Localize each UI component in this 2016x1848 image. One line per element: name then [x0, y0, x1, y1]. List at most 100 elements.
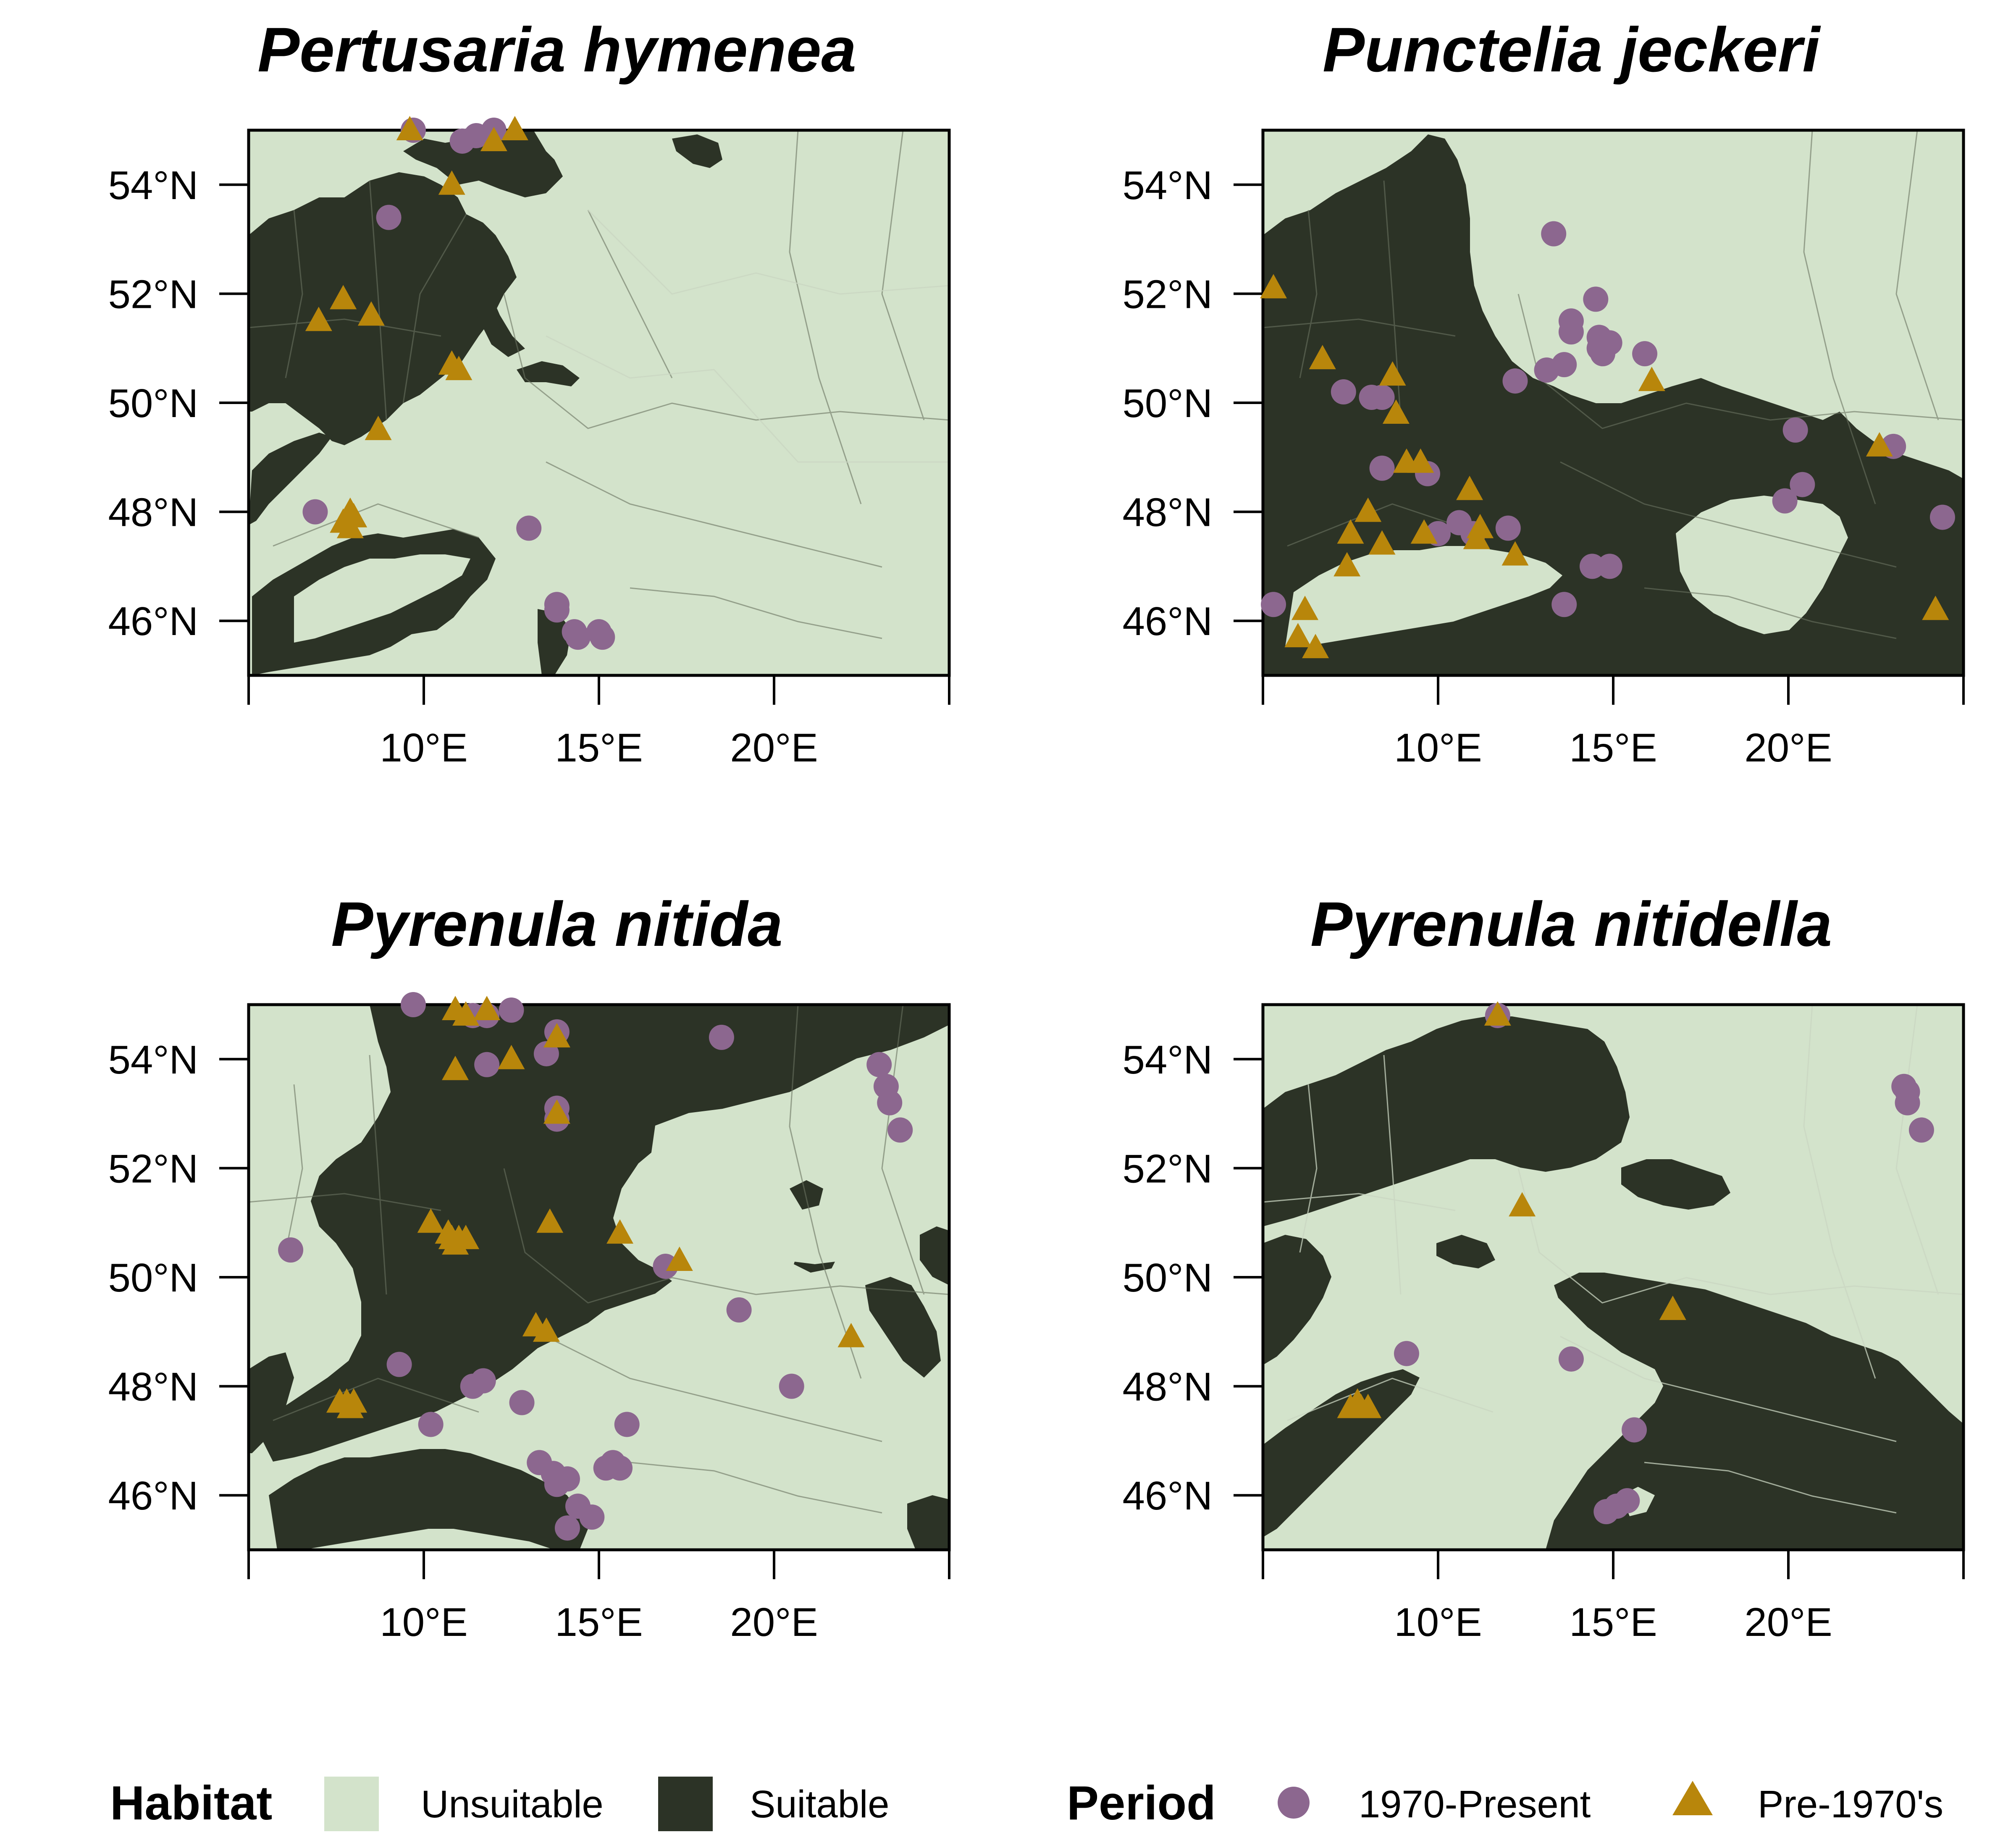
present-occurrence-point — [726, 1297, 752, 1323]
suitable-area — [920, 1226, 949, 1285]
present-occurrence-point — [1597, 554, 1622, 579]
y-tick-label: 48°N — [1123, 490, 1213, 535]
pre1970-occurrence-point — [1292, 596, 1319, 620]
pre1970-occurrence-point — [1502, 541, 1529, 566]
pre1970-occurrence-point — [1456, 475, 1483, 500]
suitable-area — [249, 433, 332, 525]
axis-ticks: 10°E 15°E 20°E 46°N 48°N 50°N 52°N 54°N — [108, 163, 950, 770]
y-tick-label: 50°N — [108, 381, 199, 426]
present-occurrence-point — [1558, 1346, 1584, 1372]
pre1970-occurrence-point — [442, 1230, 469, 1255]
pre1970-occurrence-point — [1638, 367, 1665, 391]
pre1970-occurrence-point — [1484, 1001, 1511, 1026]
present-occurrence-point — [779, 1373, 804, 1399]
pre1970-label: Pre-1970's — [1758, 1783, 1943, 1826]
y-tick-label: 48°N — [108, 1365, 199, 1410]
y-tick-label: 46°N — [108, 1473, 199, 1518]
map-panel-pyrenula-nitidella: Pyrenula nitidella 10°E 15°E 20°E 46°N 48°N 5… — [1123, 889, 1965, 1645]
suitable-area — [249, 1352, 294, 1453]
y-tick-label: 52°N — [1123, 1146, 1213, 1191]
pre1970-occurrence-point — [336, 1394, 364, 1418]
unsuitable-area — [1676, 496, 1848, 634]
x-tick-label: 10°E — [380, 1600, 467, 1645]
present-occurrence-point — [1929, 504, 1955, 530]
present-occurrence-point — [1895, 1090, 1920, 1116]
suitable-area — [672, 134, 722, 168]
pre1970-occurrence-point — [1302, 634, 1329, 659]
y-tick-label: 46°N — [1123, 1473, 1213, 1518]
panel-title: Pertusaria hymenea — [257, 14, 856, 85]
y-tick-label: 52°N — [1123, 272, 1213, 317]
present-occurrence-point — [470, 1368, 496, 1394]
y-tick-label: 52°N — [108, 1146, 199, 1191]
axis-ticks: 10°E 15°E 20°E 46°N 48°N 50°N 52°N 54°N — [1123, 1037, 1965, 1645]
suitable-area — [1546, 1273, 1964, 1550]
pre1970-occurrence-point — [543, 1023, 570, 1047]
pre1970-occurrence-point — [336, 514, 364, 538]
x-tick-label: 10°E — [1394, 725, 1482, 770]
present-occurrence-point — [1369, 455, 1395, 481]
pre1970-occurrence-point — [442, 1055, 469, 1080]
present-occurrence-point — [1908, 1117, 1934, 1143]
present-occurrence-point — [709, 1024, 734, 1050]
map-borders — [1263, 130, 1964, 639]
pre1970-occurrence-point — [1509, 1192, 1536, 1217]
map-borders — [249, 130, 949, 639]
present-occurrence-point — [590, 625, 615, 650]
pre1970-occurrence-point — [536, 1208, 564, 1233]
y-tick-label: 48°N — [1123, 1365, 1213, 1410]
pre1970-occurrence-point — [1284, 623, 1312, 648]
present-occurrence-point — [474, 1052, 500, 1077]
pre1970-occurrence-point — [417, 1208, 444, 1233]
panel-title: Punctelia jeckeri — [1323, 14, 1821, 85]
map-panel-pyrenula-nitida: Pyrenula nitida 10°E 15°E 20°E 46°N 48°N 50°N… — [108, 889, 951, 1645]
pre1970-occurrence-point — [1659, 1295, 1686, 1320]
pre1970-occurrence-point — [357, 301, 385, 326]
present-occurrence-point — [516, 515, 542, 541]
axis-ticks: 10°E 15°E 20°E 46°N 48°N 50°N 52°N 54°N — [108, 1037, 950, 1645]
present-occurrence-point — [544, 597, 570, 623]
present-marker-icon — [1278, 1787, 1310, 1819]
pre1970-occurrence-point — [1407, 448, 1434, 473]
present-occurrence-point — [1782, 417, 1808, 443]
pre1970-occurrence-point — [1379, 361, 1406, 386]
pre1970-occurrence-point — [1463, 525, 1490, 549]
pre1970-occurrence-point — [606, 1219, 634, 1244]
legend: Habitat Unsuitable Suitable Period 1970-… — [110, 1777, 1943, 1831]
habitat-raster — [249, 130, 949, 675]
occurrence-points — [278, 992, 913, 1541]
suitable-area — [445, 218, 525, 357]
present-occurrence-point — [1495, 515, 1521, 541]
unsuitable-label: Unsuitable — [421, 1783, 604, 1826]
present-occurrence-point — [302, 499, 328, 525]
present-occurrence-point — [1622, 1417, 1647, 1443]
pre1970-occurrence-point — [666, 1247, 693, 1271]
present-occurrence-point — [418, 1412, 444, 1437]
x-tick-label: 15°E — [1569, 1600, 1657, 1645]
pre1970-occurrence-point — [1309, 345, 1336, 370]
y-tick-label: 52°N — [108, 272, 199, 317]
habitat-raster — [1263, 1005, 1964, 1550]
present-occurrence-point — [1586, 336, 1612, 361]
present-occurrence-point — [607, 1455, 633, 1481]
present-occurrence-point — [1551, 592, 1577, 617]
suitable-area — [269, 1449, 588, 1550]
pre1970-occurrence-point — [452, 1001, 480, 1026]
pre1970-occurrence-point — [305, 307, 332, 331]
suitable-area — [1263, 1369, 1420, 1537]
present-occurrence-point — [565, 625, 591, 650]
pre1970-occurrence-point — [445, 356, 472, 381]
suitable-area — [260, 1005, 949, 1462]
x-tick-label: 20°E — [1744, 1600, 1832, 1645]
y-tick-label: 50°N — [108, 1255, 199, 1300]
present-occurrence-point — [1534, 357, 1559, 383]
period-legend: Period 1970-Present Pre-1970's — [1067, 1777, 1943, 1830]
present-label: 1970-Present — [1359, 1783, 1591, 1826]
present-occurrence-point — [278, 1237, 304, 1263]
pre1970-occurrence-point — [837, 1323, 865, 1347]
unsuitable-area — [294, 554, 470, 643]
pre1970-occurrence-point — [1354, 1394, 1382, 1418]
pre1970-occurrence-point — [1922, 596, 1949, 620]
pre1970-occurrence-point — [473, 995, 501, 1020]
